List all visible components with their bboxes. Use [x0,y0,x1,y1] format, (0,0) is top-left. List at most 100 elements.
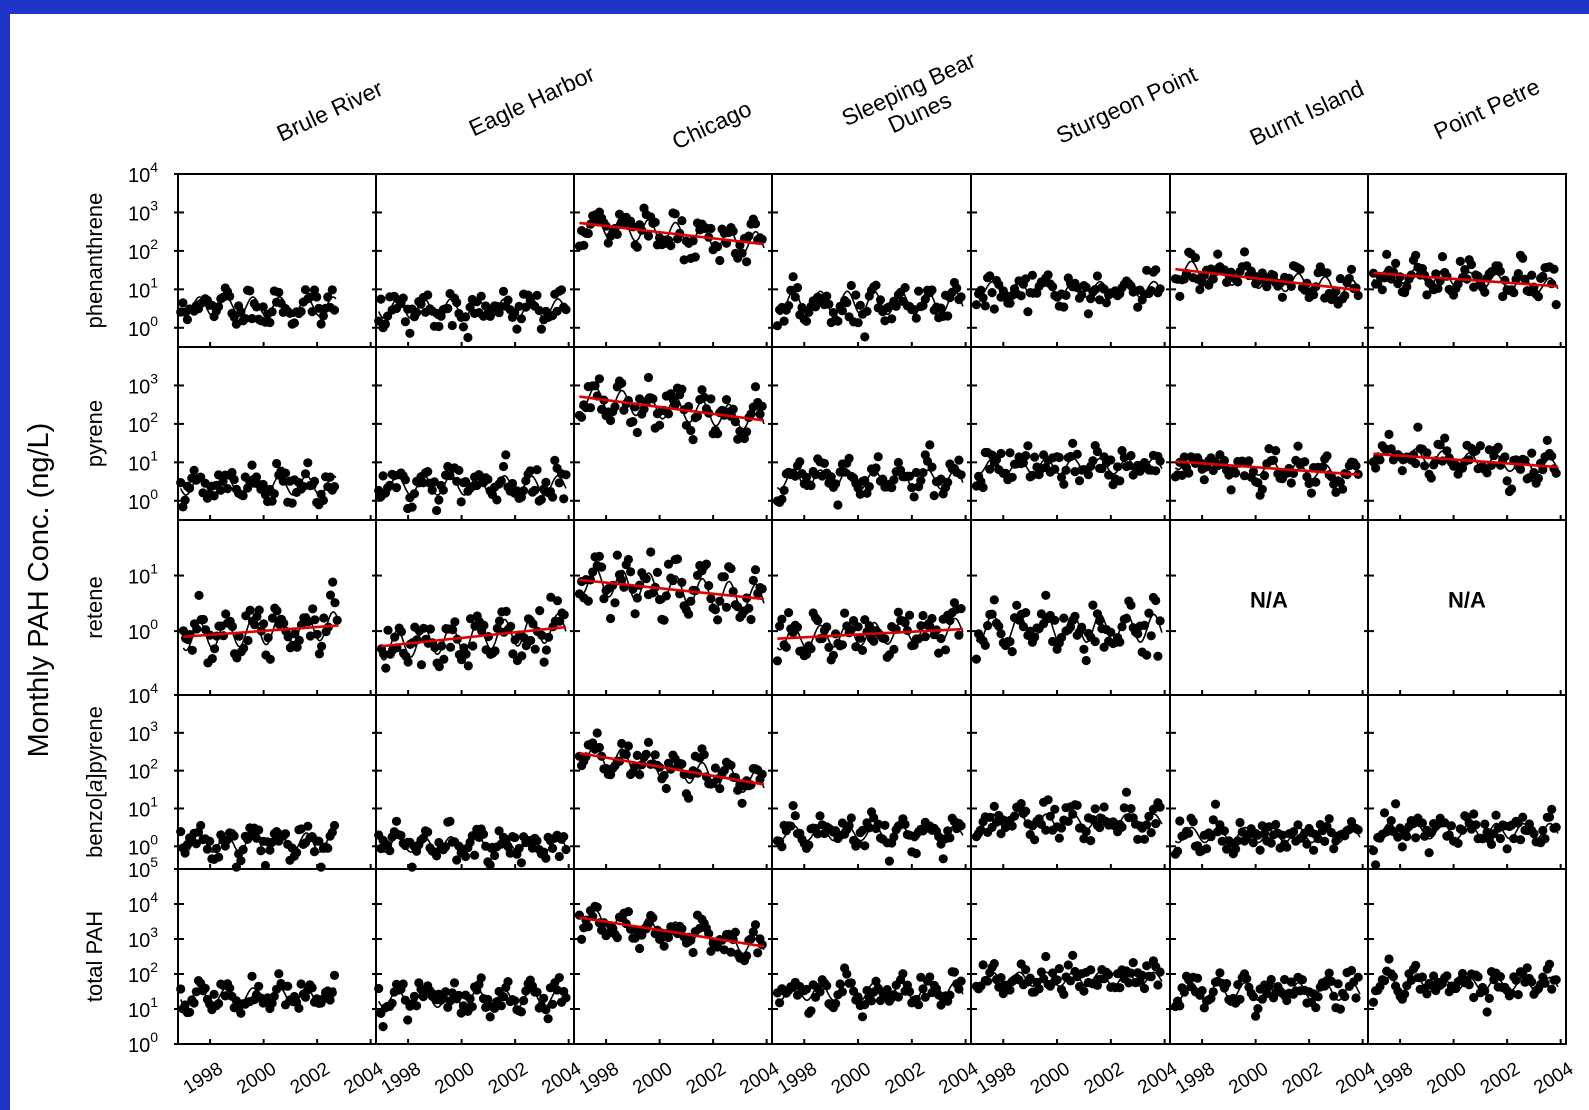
data-point [514,843,524,854]
x-tick-label: 2000 [431,1058,478,1098]
data-point [247,314,257,324]
row-label-part: a [82,780,107,792]
data-point [643,737,654,748]
data-point [1286,977,1296,987]
x-tick-label: 1998 [774,1058,821,1098]
data-point [920,632,930,642]
data-point [1188,817,1198,827]
data-point [492,495,502,505]
data-point [628,417,638,427]
data-point [238,845,248,855]
data-point [1083,309,1093,319]
data-point [1388,972,1398,982]
data-point [1480,819,1490,829]
panel-frame [375,519,575,696]
data-point [1482,1007,1492,1017]
y-tick-exponent: 2 [150,756,158,772]
data-point [579,240,589,250]
data-point [1538,271,1548,281]
data-point [646,547,656,557]
y-tick-base: 10 [128,165,150,187]
data-point [1335,1004,1345,1014]
data-point [1311,1003,1321,1013]
data-point [1440,433,1450,443]
data-point [498,461,509,472]
data-point [873,452,883,462]
data-point [688,947,698,958]
data-point [222,484,233,494]
data-point [185,483,195,493]
data-point [889,644,899,655]
data-point [1021,806,1031,816]
data-point [535,606,545,616]
y-tick-base: 10 [128,242,150,264]
data-point [256,846,266,856]
na-label: N/A [1250,588,1288,613]
data-point [496,476,506,486]
data-point [1090,804,1100,814]
data-point [1219,826,1229,836]
data-point [1065,976,1076,986]
data-point [929,491,939,501]
data-point [911,848,921,859]
data-point [1092,609,1102,619]
data-point [882,985,892,995]
data-point [1549,264,1559,274]
data-point [300,285,311,295]
data-point [806,1006,816,1016]
data-point [398,293,408,303]
data-point [548,999,558,1009]
data-point [412,308,422,318]
data-point [298,481,308,492]
data-point [869,636,879,646]
data-point [448,625,458,635]
data-point [980,640,990,651]
data-point [1126,450,1136,461]
data-point [833,316,843,326]
data-point [670,400,680,410]
data-point [989,304,999,314]
data-point [517,651,527,661]
data-point [788,801,798,811]
data-point [737,798,747,808]
data-point [643,231,654,241]
y-tick-exponent: 2 [150,959,158,975]
data-point [516,858,527,868]
data-point [719,765,729,776]
data-point [1551,822,1561,832]
data-point [1255,845,1265,855]
data-point [900,819,910,830]
data-point [1335,477,1345,487]
data-point [1513,269,1523,279]
y-tick-label: 101 [128,561,158,589]
data-point [539,993,549,1003]
data-point [1446,821,1456,831]
data-point [742,951,752,961]
data-point [1527,977,1537,987]
data-point [840,467,850,477]
y-tick-exponent: 0 [150,486,158,502]
data-point [945,615,955,626]
data-point [1457,825,1468,835]
data-point [706,394,716,404]
data-point [1397,842,1407,852]
data-point [1018,622,1028,632]
data-point [1059,613,1069,623]
y-tick-base: 10 [128,762,150,784]
data-point [483,474,493,484]
data-point [1469,809,1479,819]
y-tick-label: 100 [128,313,158,341]
data-point [815,987,825,997]
data-point [481,1002,491,1013]
data-point [432,851,442,861]
data-point [748,575,758,586]
data-point [1117,822,1127,832]
data-point [889,475,899,485]
data-point [648,913,658,923]
data-point [559,832,569,842]
data-point [251,472,262,482]
data-point [927,613,937,624]
data-point [445,471,455,481]
data-point [1233,277,1243,287]
data-point [1054,833,1064,843]
